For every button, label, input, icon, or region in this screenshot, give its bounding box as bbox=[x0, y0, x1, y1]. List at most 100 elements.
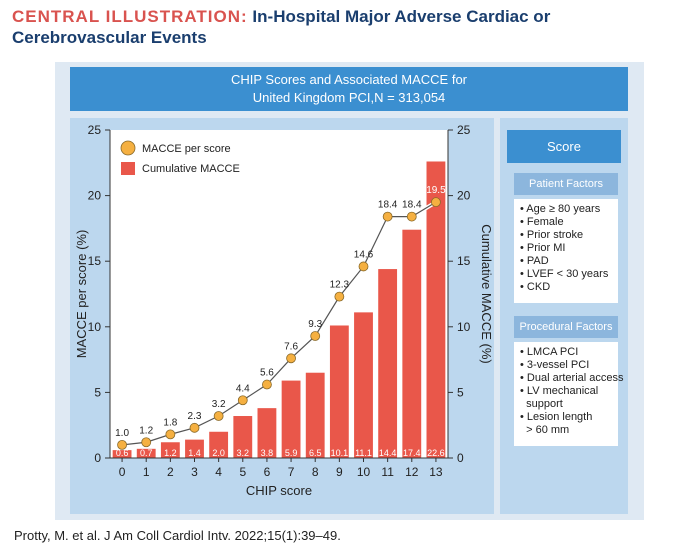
bar-value-label: 1.4 bbox=[188, 448, 201, 458]
patient-item: • Prior MI bbox=[520, 242, 566, 254]
legend-point-marker bbox=[120, 140, 136, 156]
x-tick-label: 12 bbox=[405, 465, 419, 479]
patient-item: • Female bbox=[520, 216, 564, 228]
point-value-label: 3.2 bbox=[212, 399, 226, 410]
bar-value-label: 11.1 bbox=[355, 448, 372, 458]
right-tick-label: 0 bbox=[457, 451, 464, 465]
point-value-label: 1.0 bbox=[115, 428, 129, 439]
macce-point bbox=[213, 411, 224, 421]
procedural-item: • Dual arterial access bbox=[520, 372, 624, 384]
cumulative-bar bbox=[354, 312, 373, 458]
macce-point bbox=[310, 331, 321, 341]
macce-point bbox=[406, 211, 417, 222]
right-tick-label: 10 bbox=[457, 320, 471, 334]
legend-label: MACCE per score bbox=[142, 143, 231, 155]
point-value-label: 7.6 bbox=[284, 341, 298, 352]
procedural-item: > 60 mm bbox=[520, 424, 570, 436]
cumulative-bar bbox=[209, 431, 229, 458]
cumulative-bar bbox=[378, 269, 398, 458]
illustration-header: CENTRAL ILLUSTRATION: In-Hospital Major … bbox=[12, 6, 692, 48]
banner-line1: CHIP Scores and Associated MACCE for bbox=[230, 72, 468, 87]
bar-value-label: 0.7 bbox=[140, 448, 153, 458]
procedural-factors-list: • LMCA PCI • 3-vessel PCI • Dual arterial … bbox=[514, 342, 624, 446]
left-tick-label: 20 bbox=[88, 189, 102, 203]
banner-line2: United Kingdom PCI,N = 313,054 bbox=[252, 90, 446, 105]
macce-point bbox=[165, 429, 176, 440]
x-tick-label: 2 bbox=[167, 465, 174, 479]
procedural-item: support bbox=[520, 398, 563, 410]
macce-point bbox=[382, 211, 393, 222]
x-tick-label: 13 bbox=[429, 465, 443, 479]
cumulative-bar bbox=[112, 450, 132, 458]
patient-item: • Prior stroke bbox=[520, 229, 584, 241]
bar-value-label: 17.4 bbox=[403, 448, 421, 458]
cumulative-bar bbox=[136, 448, 156, 458]
bar-value-label: 3.8 bbox=[261, 448, 274, 458]
left-tick-label: 25 bbox=[88, 123, 102, 137]
x-tick-label: 0 bbox=[119, 465, 126, 479]
x-tick-label: 3 bbox=[191, 465, 198, 479]
x-tick-label: 6 bbox=[264, 465, 271, 479]
header-title-line2: Cerebrovascular Events bbox=[12, 28, 207, 47]
cumulative-bar bbox=[329, 325, 349, 458]
right-tick-label: 5 bbox=[457, 385, 464, 399]
macce-point bbox=[334, 291, 345, 302]
right-tick-label: 15 bbox=[457, 254, 471, 268]
procedural-item: • Lesion length bbox=[520, 411, 593, 423]
cumulative-bar bbox=[257, 408, 277, 458]
bar-value-label: 14.4 bbox=[379, 448, 397, 458]
point-value-label: 2.3 bbox=[188, 411, 202, 422]
patient-item: • CKD bbox=[520, 281, 551, 293]
x-tick-label: 7 bbox=[288, 465, 295, 479]
chart-banner: CHIP Scores and Associated MACCE for Uni… bbox=[70, 67, 628, 111]
legend-bar-marker bbox=[121, 162, 135, 175]
plot-area bbox=[110, 130, 448, 458]
x-axis-title: CHIP score bbox=[246, 483, 312, 498]
bar-value-label: 1.2 bbox=[164, 448, 177, 458]
cumulative-bar bbox=[281, 380, 301, 458]
x-tick-label: 8 bbox=[312, 465, 319, 479]
cumulative-bar bbox=[160, 442, 180, 458]
patient-item: • LVEF < 30 years bbox=[520, 268, 609, 280]
point-value-label: 18.4 bbox=[378, 200, 398, 211]
point-value-label: 5.6 bbox=[260, 368, 274, 379]
cumulative-bar bbox=[402, 229, 422, 458]
bar-value-label: 5.9 bbox=[285, 448, 298, 458]
right-axis-title: Cumulative MACCE (%) bbox=[479, 224, 494, 363]
macce-point bbox=[189, 422, 200, 433]
x-tick-label: 5 bbox=[239, 465, 246, 479]
left-tick-label: 15 bbox=[88, 254, 102, 268]
patient-item: • Age ≥ 80 years bbox=[520, 203, 601, 215]
bar-value-label: 0.6 bbox=[116, 448, 129, 458]
point-value-label: 4.4 bbox=[236, 383, 250, 394]
macce-point bbox=[237, 395, 248, 406]
right-tick-label: 20 bbox=[457, 189, 471, 203]
left-tick-label: 0 bbox=[94, 451, 101, 465]
macce-point bbox=[286, 353, 296, 364]
bar-value-label: 3.2 bbox=[237, 448, 250, 458]
point-value-label: 19.5 bbox=[426, 185, 446, 196]
point-value-label: 9.3 bbox=[308, 319, 322, 330]
bar-value-label: 22.6 bbox=[427, 448, 445, 458]
left-tick-label: 5 bbox=[94, 385, 101, 399]
macce-point bbox=[431, 197, 441, 208]
macce-point bbox=[358, 261, 369, 272]
bar-value-label: 6.5 bbox=[309, 448, 322, 458]
x-tick-label: 1 bbox=[143, 465, 150, 479]
patient-factors-heading: Patient Factors bbox=[514, 173, 618, 195]
header-title-line1: In-Hospital Major Adverse Cardiac or bbox=[252, 7, 551, 26]
left-tick-label: 10 bbox=[88, 320, 102, 334]
procedural-item: • LMCA PCI bbox=[520, 346, 579, 358]
point-value-label: 12.3 bbox=[330, 280, 350, 291]
x-tick-label: 10 bbox=[357, 465, 371, 479]
left-axis-title: MACCE per score (%) bbox=[74, 230, 89, 359]
procedural-factors-heading: Procedural Factors bbox=[514, 316, 618, 338]
point-value-label: 18.4 bbox=[402, 200, 422, 211]
cumulative-bar bbox=[426, 161, 446, 458]
cumulative-bar bbox=[305, 372, 325, 458]
patient-factors-list: • Age ≥ 80 years • Female • Prior stroke • … bbox=[514, 199, 618, 303]
x-tick-label: 4 bbox=[215, 465, 222, 479]
point-value-label: 1.8 bbox=[163, 417, 177, 428]
procedural-item: • 3-vessel PCI bbox=[520, 359, 590, 371]
